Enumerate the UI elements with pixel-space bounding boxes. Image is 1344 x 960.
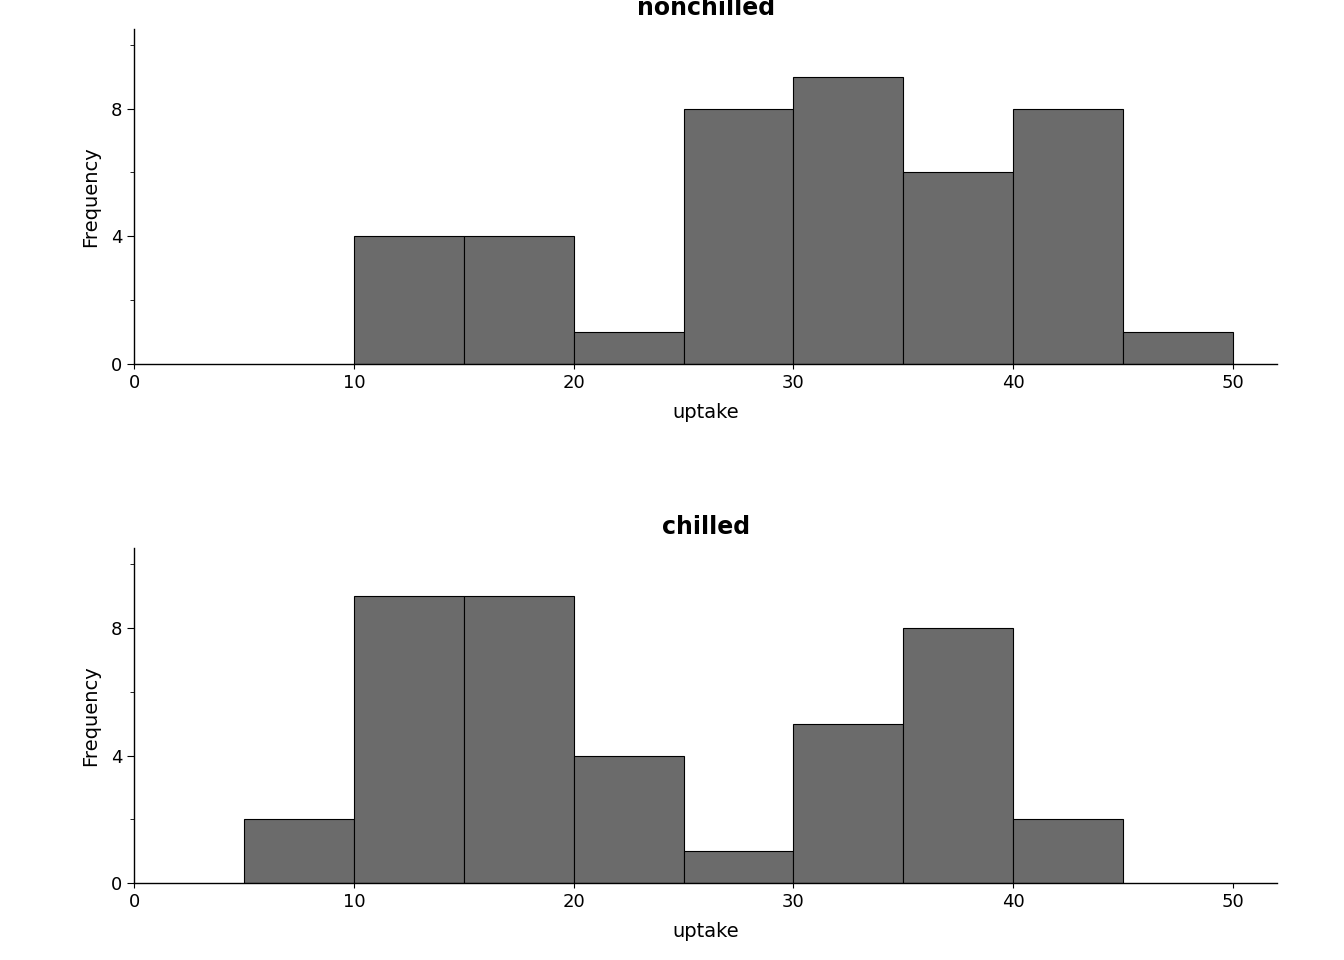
Bar xyxy=(684,852,793,883)
X-axis label: uptake: uptake xyxy=(672,922,739,941)
Bar xyxy=(903,173,1013,364)
X-axis label: uptake: uptake xyxy=(672,402,739,421)
Bar xyxy=(903,628,1013,883)
Bar xyxy=(1013,820,1124,883)
Y-axis label: Frequency: Frequency xyxy=(81,665,99,766)
Bar xyxy=(684,108,793,364)
Bar xyxy=(464,236,574,364)
Bar xyxy=(353,236,464,364)
Bar xyxy=(353,596,464,883)
Bar xyxy=(793,724,903,883)
Bar xyxy=(245,820,353,883)
Bar xyxy=(1013,108,1124,364)
Bar xyxy=(464,596,574,883)
Title: nonchilled: nonchilled xyxy=(637,0,774,20)
Bar xyxy=(1124,332,1232,364)
Bar xyxy=(574,756,684,883)
Y-axis label: Frequency: Frequency xyxy=(81,146,99,247)
Bar xyxy=(793,77,903,364)
Bar xyxy=(574,332,684,364)
Title: chilled: chilled xyxy=(661,516,750,540)
